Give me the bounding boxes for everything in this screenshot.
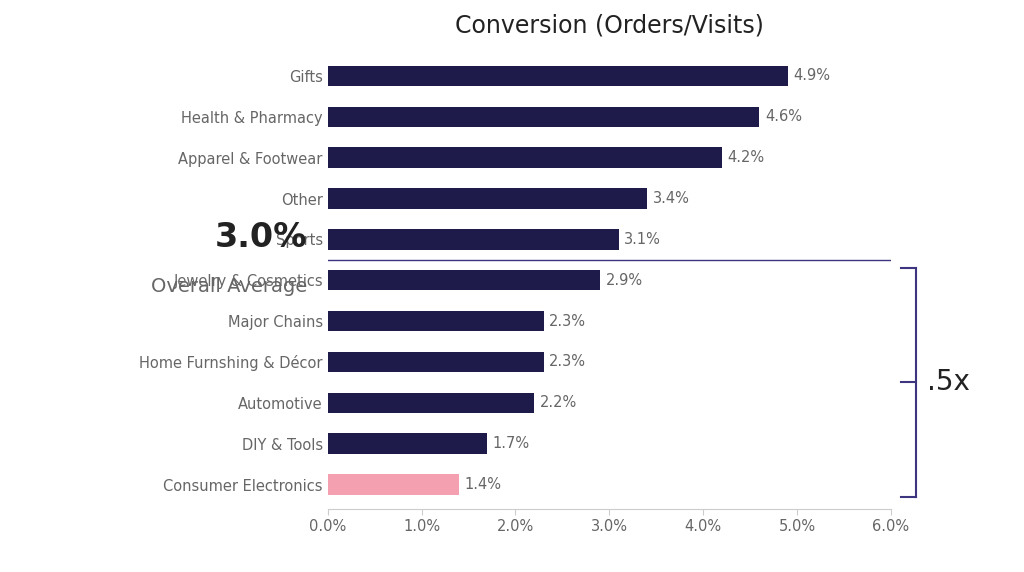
Text: 3.1%: 3.1% (625, 232, 662, 247)
Text: 3.4%: 3.4% (652, 191, 689, 206)
Bar (328, 270, 600, 291)
Bar (328, 229, 618, 249)
Text: .5x: .5x (927, 368, 970, 396)
Bar (328, 474, 459, 495)
Text: 2.3%: 2.3% (549, 355, 586, 370)
Text: 1.4%: 1.4% (465, 477, 502, 492)
Text: 2.9%: 2.9% (605, 273, 643, 288)
Bar (328, 311, 544, 331)
Bar (328, 148, 722, 168)
Bar (328, 66, 787, 86)
Bar (328, 352, 544, 372)
Text: 4.9%: 4.9% (794, 69, 830, 84)
Text: 2.3%: 2.3% (549, 313, 586, 329)
Text: 2.2%: 2.2% (540, 395, 578, 410)
Bar (328, 188, 647, 209)
Bar (328, 106, 760, 127)
Text: 1.7%: 1.7% (493, 436, 530, 451)
Bar (328, 392, 535, 413)
Text: 4.6%: 4.6% (765, 109, 802, 124)
Text: 4.2%: 4.2% (727, 150, 765, 165)
Title: Conversion (Orders/Visits): Conversion (Orders/Visits) (455, 13, 764, 37)
Bar (328, 434, 487, 454)
Text: 3.0%: 3.0% (215, 221, 307, 254)
Text: Overall Average: Overall Average (151, 277, 307, 296)
